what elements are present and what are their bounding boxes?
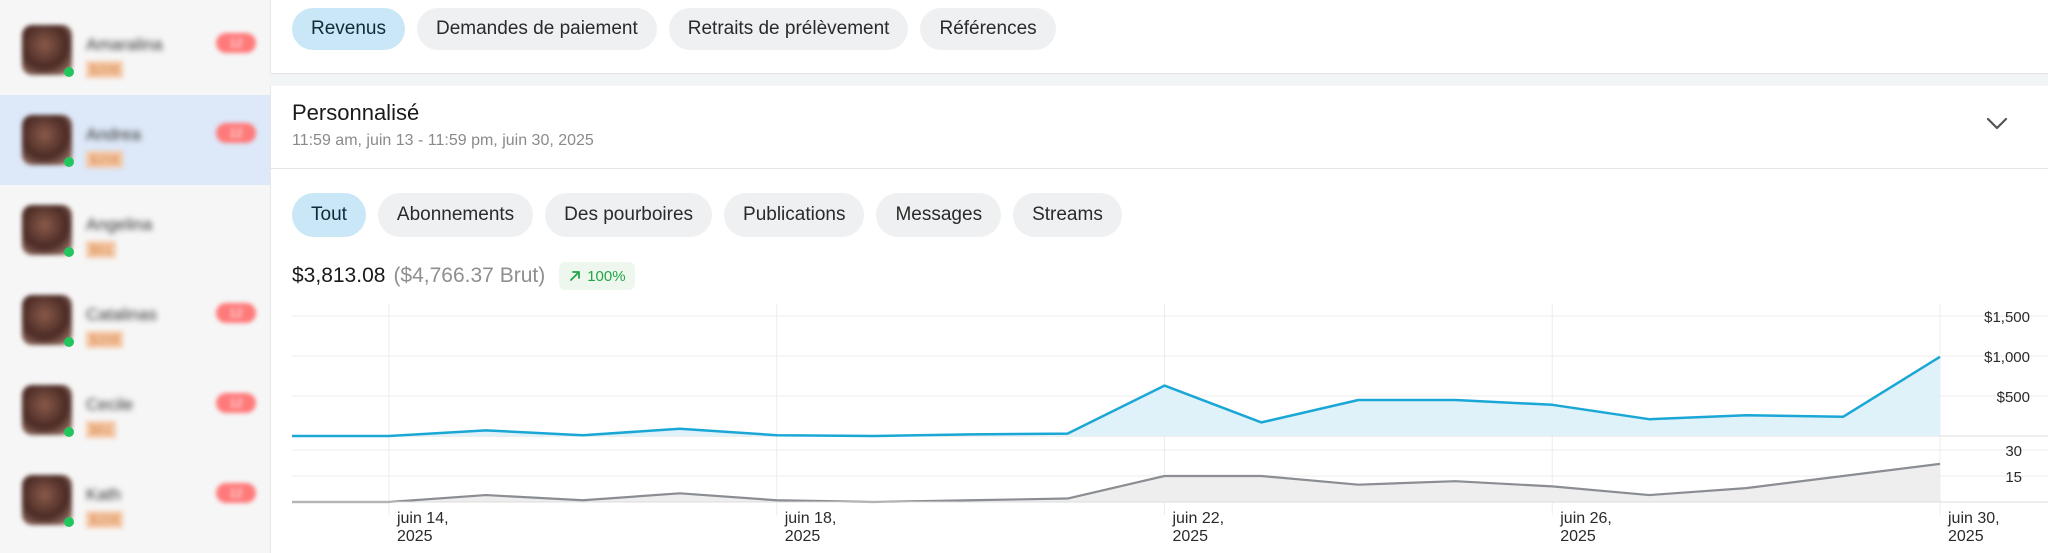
date-range-title: Personnalisé xyxy=(292,100,420,125)
count-area xyxy=(292,463,1940,502)
online-status-dot xyxy=(64,67,74,77)
main-panel: Revenus Demandes de paiement Retraits de… xyxy=(270,0,2048,553)
contact-amount: $61 xyxy=(86,241,116,258)
filter-streams[interactable]: Streams xyxy=(1013,193,1122,237)
tab-referrals[interactable]: Références xyxy=(920,8,1056,50)
count-line xyxy=(292,462,1941,504)
sidebar-divider xyxy=(270,0,271,553)
avatar xyxy=(22,115,72,165)
online-status-dot xyxy=(64,517,74,527)
unread-badge: 12 xyxy=(216,33,256,53)
chevron-down-icon[interactable] xyxy=(1984,110,2010,136)
unread-badge: 12 xyxy=(216,303,256,323)
divider xyxy=(270,73,2048,74)
trend-value: 100% xyxy=(587,267,626,285)
x-tick-label: juin 14, xyxy=(396,510,449,527)
contact-name: Catalinas xyxy=(86,305,157,324)
online-status-dot xyxy=(64,157,74,167)
top-tabs: Revenus Demandes de paiement Retraits de… xyxy=(292,8,1056,50)
tab-chargeback-withdrawals[interactable]: Retraits de prélèvement xyxy=(668,8,909,50)
filter-abonnements[interactable]: Abonnements xyxy=(377,193,534,237)
chat-list-item[interactable]: Andrea $208 12 xyxy=(0,95,270,185)
section-band xyxy=(270,74,2048,86)
date-range-subtitle: 11:59 am, juin 13 - 11:59 pm, juin 30, 2… xyxy=(292,132,594,149)
x-tick-label: 2025 xyxy=(1172,528,1208,545)
y-tick-label: 30 xyxy=(2005,443,2022,460)
x-tick-label: 2025 xyxy=(785,528,821,545)
avatar xyxy=(22,295,72,345)
chat-list-item[interactable]: Catalinas $208 12 xyxy=(0,275,270,365)
y-tick-label: $1,000 xyxy=(1984,349,2030,366)
unread-badge: 12 xyxy=(216,393,256,413)
online-status-dot xyxy=(64,247,74,257)
filter-messages[interactable]: Messages xyxy=(876,193,1002,237)
avatar xyxy=(22,205,72,255)
date-range-selector[interactable]: Personnalisé 11:59 am, juin 13 - 11:59 p… xyxy=(270,86,2048,169)
avatar xyxy=(22,385,72,435)
tab-payment-requests[interactable]: Demandes de paiement xyxy=(417,8,657,50)
contact-name: Kath xyxy=(86,485,121,504)
y-tick-label: 15 xyxy=(2005,469,2022,486)
chat-list-item[interactable]: Amaralina $208 12 xyxy=(0,5,270,95)
avatar xyxy=(22,475,72,525)
filter-pourboires[interactable]: Des pourboires xyxy=(545,193,713,237)
x-tick-label: 2025 xyxy=(1948,528,1984,545)
contact-name: Andrea xyxy=(86,125,141,144)
y-tick-label: $500 xyxy=(1997,389,2030,406)
x-tick-label: juin 18, xyxy=(784,510,837,527)
net-total: $3,813.08 xyxy=(292,264,386,287)
contact-name: Cecile xyxy=(86,395,134,414)
x-tick-label: 2025 xyxy=(397,528,433,545)
filter-tout[interactable]: Tout xyxy=(292,193,366,237)
unread-badge: 12 xyxy=(216,483,256,503)
x-tick-label: juin 26, xyxy=(1559,510,1612,527)
chat-list-item[interactable]: Cecile $61 12 xyxy=(0,365,270,455)
contact-amount: $208 xyxy=(86,151,123,168)
filter-publications[interactable]: Publications xyxy=(724,193,865,237)
unread-badge: 12 xyxy=(216,123,256,143)
contact-amount: $208 xyxy=(86,511,123,528)
sidebar: Amaralina $208 12 Andrea $208 12 Angelina $61 Ca… xyxy=(0,0,270,553)
revenue-area xyxy=(292,356,1940,436)
x-tick-label: juin 30, xyxy=(1947,510,2000,527)
online-status-dot xyxy=(64,337,74,347)
x-tick-label: juin 22, xyxy=(1171,510,1224,527)
arrow-up-right-icon xyxy=(570,271,581,281)
online-status-dot xyxy=(64,427,74,437)
contact-amount: $208 xyxy=(86,61,123,78)
contact-amount: $61 xyxy=(86,421,116,438)
chat-list-item[interactable]: Kath $208 12 xyxy=(0,455,270,545)
totals-summary: $3,813.08 ($4,766.37 Brut) 100% xyxy=(292,262,635,290)
contact-amount: $208 xyxy=(86,331,123,348)
y-tick-label: $1,500 xyxy=(1984,309,2030,326)
chat-list-item[interactable]: Angelina $61 xyxy=(0,185,270,275)
trend-badge: 100% xyxy=(559,262,635,290)
x-tick-label: 2025 xyxy=(1560,528,1596,545)
avatar xyxy=(22,25,72,75)
gross-total: ($4,766.37 Brut) xyxy=(393,264,546,287)
filter-tabs: Tout Abonnements Des pourboires Publicat… xyxy=(292,193,1122,237)
contact-name: Amaralina xyxy=(86,35,163,54)
tab-revenus[interactable]: Revenus xyxy=(292,8,405,50)
revenue-line xyxy=(292,355,1941,438)
contact-name: Angelina xyxy=(86,215,153,234)
